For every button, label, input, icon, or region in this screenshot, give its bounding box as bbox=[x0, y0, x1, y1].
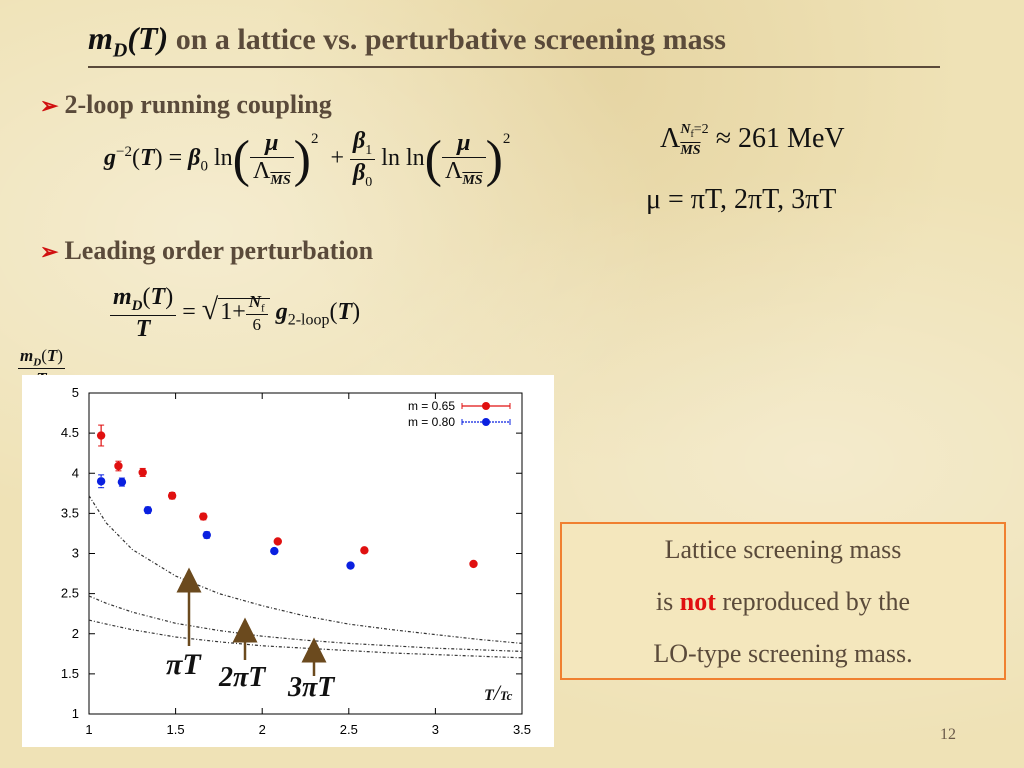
data-point bbox=[360, 546, 369, 555]
label-pi-t: πT bbox=[166, 648, 201, 681]
curve-2πT bbox=[88, 595, 523, 652]
data-point bbox=[202, 530, 211, 540]
data-point bbox=[469, 559, 478, 569]
data-point bbox=[96, 477, 106, 486]
axis-ticks: 1 1.5 2 2.5 3 3.5 1 1.5 2 2.5 3 3.5 4 4.5 5 bbox=[61, 385, 531, 737]
x-tick-label: 1.5 bbox=[167, 722, 185, 737]
x-tick-label: 2.5 bbox=[340, 722, 358, 737]
x-tick-label: 3 bbox=[432, 722, 439, 737]
curve-πT bbox=[88, 495, 523, 644]
legend-marker bbox=[482, 402, 490, 410]
y-tick-label: 2.5 bbox=[61, 586, 79, 601]
y-tick-label: 5 bbox=[72, 385, 79, 400]
callout-not: not bbox=[679, 587, 716, 616]
data-point bbox=[199, 512, 208, 521]
lambda-value: ≈ 261 MeV bbox=[715, 122, 845, 154]
lambda-parameter: Λ Nf=2 MS ≈ 261 MeV bbox=[660, 122, 845, 158]
perturbative-curves bbox=[88, 495, 523, 659]
y-tick-label: 1.5 bbox=[61, 666, 79, 681]
equation-lo-screening-mass: mD(T) T = √1+ Nf 6 g2-loop(T) bbox=[110, 284, 360, 343]
data-point bbox=[96, 431, 106, 440]
data-point bbox=[143, 505, 153, 515]
bullet-label: 2-loop running coupling bbox=[64, 90, 332, 119]
equation-running-coupling: g−2(T) = β0 ln(μ ΛMS)2 + β1 β0 ln ln(μ ΛMS)… bbox=[104, 128, 511, 190]
bullet-label: Leading order perturbation bbox=[64, 236, 374, 265]
data-point bbox=[114, 461, 123, 471]
callout-line-3: LO-type screening mass. bbox=[653, 639, 913, 668]
y-tick-label: 3 bbox=[72, 546, 79, 561]
x-tick-label: 2 bbox=[259, 722, 266, 737]
callout-line-1: Lattice screening mass bbox=[664, 535, 902, 564]
label-2pi-t: 2πT bbox=[219, 662, 266, 693]
data-point bbox=[167, 491, 177, 500]
screening-mass-chart: 1 1.5 2 2.5 3 3.511.522.533.544.55 m = 0.65m … bbox=[61, 385, 531, 737]
x-tick-label: 1 bbox=[85, 722, 92, 737]
conclusion-callout: Lattice screening mass is not reproduced… bbox=[560, 522, 1006, 680]
data-points bbox=[96, 424, 478, 570]
y-tick-label: 4.5 bbox=[61, 425, 79, 440]
data-point bbox=[270, 546, 279, 556]
legend-marker bbox=[482, 418, 490, 426]
title-text: on a lattice vs. perturbative screening … bbox=[168, 23, 726, 56]
legend-label: m = 0.65 bbox=[408, 399, 455, 413]
data-point bbox=[138, 468, 147, 477]
y-tick-label: 2 bbox=[72, 626, 79, 641]
legend: m = 0.65 m = 0.80 bbox=[408, 399, 511, 429]
bullet-arrow-icon: ➢ bbox=[40, 239, 59, 264]
callout-line-2: is not reproduced by the bbox=[655, 587, 911, 616]
mu-values: μ = πT, 2πT, 3πT bbox=[646, 184, 837, 215]
label-3pi-t: 3πT bbox=[288, 672, 335, 703]
slide-title: mD(T) on a lattice vs. perturbative scre… bbox=[88, 20, 940, 68]
title-math-mD: mD(T) bbox=[88, 20, 169, 62]
y-tick-label: 1 bbox=[72, 706, 79, 721]
x-axis-label: T/Tc bbox=[484, 680, 513, 705]
bullet-running-coupling: ➢ 2-loop running coupling bbox=[40, 90, 332, 120]
plot-panel: 1 1.5 2 2.5 3 3.5 1 1.5 2 2.5 3 3.5 4 4.5 5 m = 0.65 m … bbox=[22, 375, 554, 747]
bullet-leading-order: ➢ Leading order perturbation bbox=[40, 236, 373, 266]
bullet-arrow-icon: ➢ bbox=[40, 93, 59, 118]
data-point bbox=[273, 537, 282, 546]
data-point bbox=[346, 561, 355, 570]
data-point bbox=[117, 477, 127, 487]
y-tick-label: 4 bbox=[72, 465, 79, 480]
page-number: 12 bbox=[940, 726, 956, 743]
y-tick-label: 3.5 bbox=[61, 505, 79, 520]
x-tick-label: 3.5 bbox=[513, 722, 531, 737]
legend-label: m = 0.80 bbox=[408, 415, 455, 429]
